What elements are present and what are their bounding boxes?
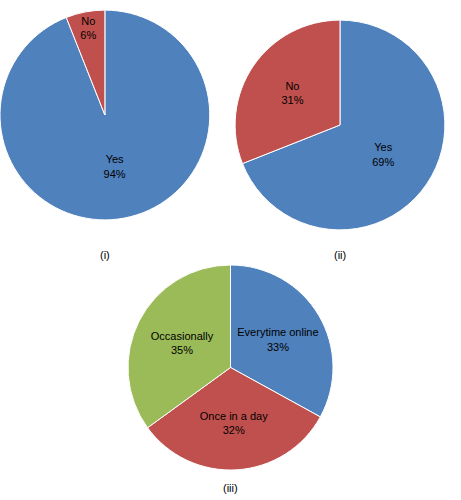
svg-text:Once in a day32%: Once in a day32% [200, 410, 268, 436]
svg-text:(iii): (iii) [223, 482, 238, 494]
svg-text:Everytime online33%: Everytime online33% [237, 326, 318, 352]
svg-text:(ii): (ii) [334, 249, 346, 261]
svg-text:Yes69%: Yes69% [372, 141, 394, 167]
svg-text:No31%: No31% [281, 80, 303, 106]
svg-text:No6%: No6% [80, 15, 96, 41]
svg-text:Occasionally35%: Occasionally35% [151, 330, 214, 356]
svg-text:Yes94%: Yes94% [104, 153, 126, 179]
svg-text:(i): (i) [100, 249, 110, 261]
